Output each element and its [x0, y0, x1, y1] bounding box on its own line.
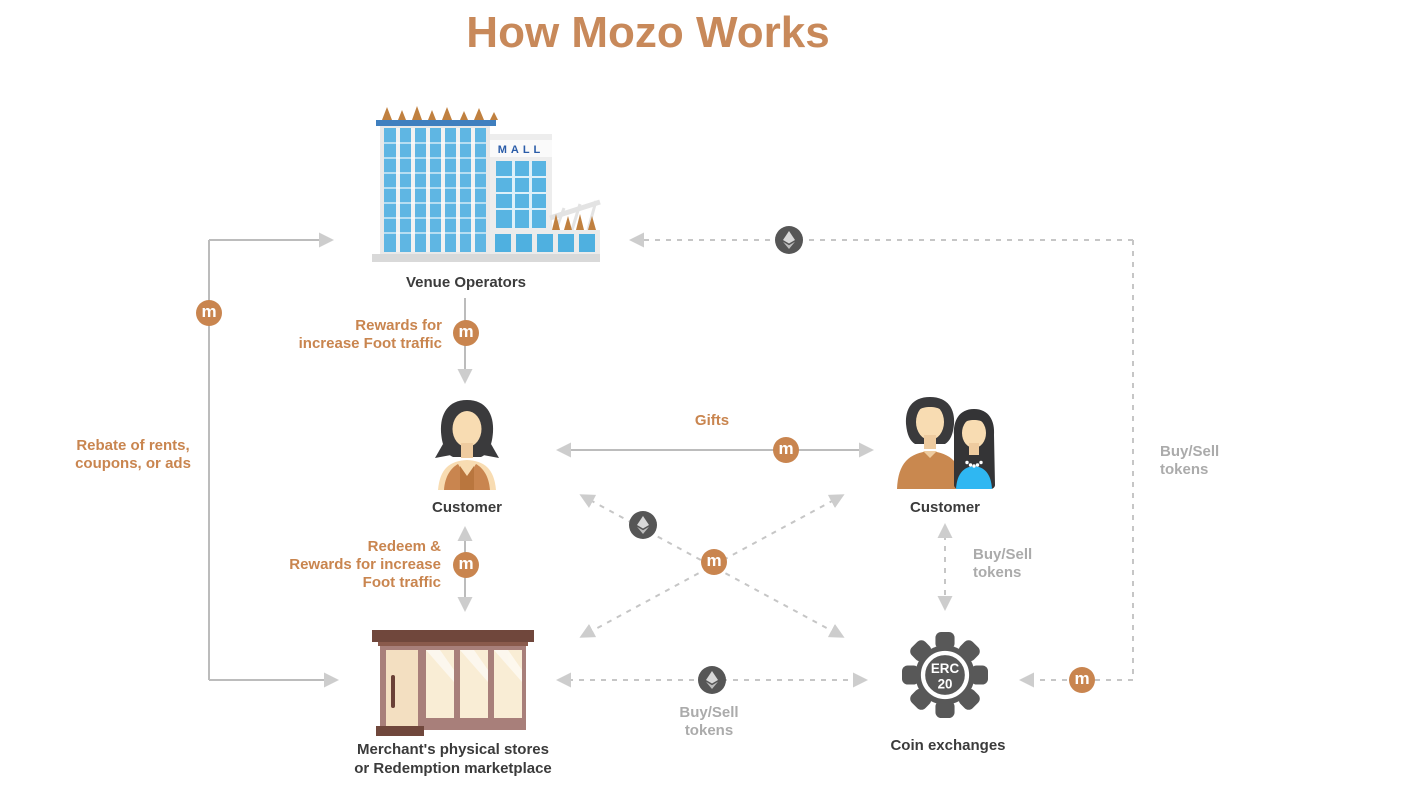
rewards-label: Rewards for increase Foot traffic [298, 317, 442, 352]
mozo-token-icon: m [453, 552, 479, 578]
buysell-merchant-exchange-label: Buy/Sell tokens [679, 704, 739, 739]
door-handle [391, 675, 395, 708]
man-avatar [897, 397, 963, 489]
mozo-symbol: m [201, 302, 217, 321]
rooftop-beam [376, 120, 496, 126]
mozo-token-icon: m [773, 437, 799, 463]
buysell-customer-exchange-label: Buy/Sell tokens [973, 546, 1033, 581]
erc-badge-line1: ERC [931, 661, 960, 676]
edge-rebate-lines [208, 232, 339, 688]
ethereum-glyph [706, 671, 718, 689]
mozo-token-icon: m [701, 549, 727, 575]
ethereum-glyph [637, 516, 649, 534]
customer-left-illustration [435, 400, 499, 490]
mozo-symbol: m [706, 551, 722, 570]
mozo-token-icon: m [1069, 667, 1095, 693]
page-title: How Mozo Works [466, 8, 830, 57]
gifts-label: Gifts [694, 412, 730, 429]
ethereum-glyph [783, 231, 795, 249]
woman-avatar [435, 400, 499, 490]
customer-left-label: Customer [431, 499, 503, 516]
mozo-symbol: m [458, 554, 474, 573]
merchant-label: Merchant's physical stores or Redemption… [354, 741, 552, 777]
mozo-token-icon: m [196, 300, 222, 326]
customer-right-label: Customer [909, 499, 981, 516]
coin-exchanges-illustration: ERC 20 [902, 632, 988, 718]
buysell-venue-exchange-label: Buy/Sell tokens [1160, 443, 1220, 478]
ethereum-token-icon [775, 226, 803, 254]
mozo-symbol: m [1074, 669, 1090, 688]
redeem-label: Redeem & Rewards for increase Foot traff… [289, 538, 441, 591]
windows [426, 650, 522, 718]
mozo-symbol: m [458, 322, 474, 341]
venue-operators-label: Venue Operators [405, 274, 527, 291]
edge-exchange-venue-lines [629, 232, 1134, 688]
ethereum-token-icon [629, 511, 657, 539]
necklace [965, 460, 983, 468]
customer-right-illustration [897, 397, 995, 489]
door [386, 650, 418, 730]
venue-operators-illustration: MALL [372, 106, 601, 262]
annex-pergola [549, 199, 601, 231]
mall-sign: MALL [498, 144, 545, 156]
coin-exchanges-label: Coin exchanges [890, 737, 1006, 754]
mozo-symbol: m [778, 439, 794, 458]
merchant-store-illustration [372, 630, 534, 736]
rooftop-trees [382, 106, 498, 120]
rebate-label: Rebate of rents, coupons, or ads [75, 437, 191, 472]
mozo-token-icon: m [453, 320, 479, 346]
erc-badge-line2: 20 [938, 676, 953, 691]
ethereum-token-icon [698, 666, 726, 694]
woman-avatar [953, 409, 995, 489]
